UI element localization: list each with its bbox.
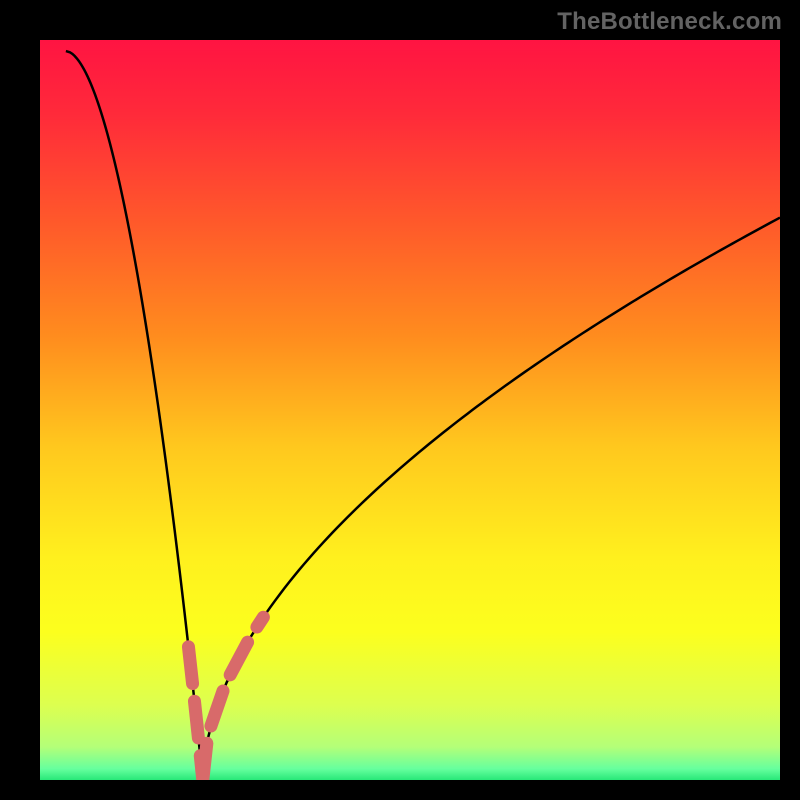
curve-dash [194, 701, 198, 738]
chart-svg [40, 40, 780, 780]
outer-frame: TheBottleneck.com [0, 0, 800, 800]
plot-area [40, 40, 780, 780]
curve-dash [188, 647, 192, 684]
gradient-background [40, 40, 780, 780]
watermark-text: TheBottleneck.com [557, 8, 782, 36]
curve-dash [257, 617, 263, 627]
